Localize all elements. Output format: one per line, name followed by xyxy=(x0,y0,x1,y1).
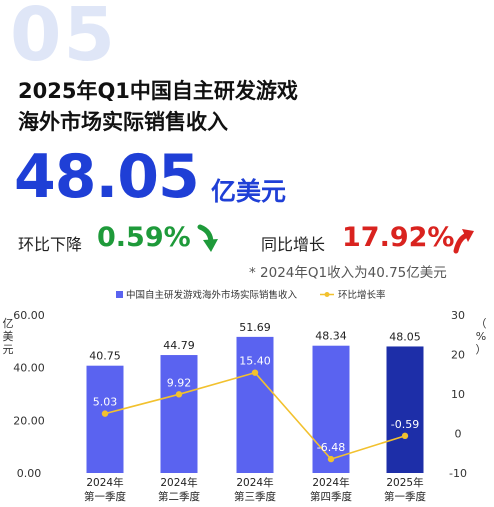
growth-point xyxy=(101,410,109,417)
bar-value-label: 44.79 xyxy=(163,339,195,352)
qoq-label: 环比下降 xyxy=(18,235,83,254)
x-tick-label-year: 2024年 xyxy=(312,476,349,489)
hero-unit: 亿美元 xyxy=(211,177,287,206)
left-axis-title-char: 美 xyxy=(3,330,14,343)
bar xyxy=(386,346,424,473)
x-tick-label-year: 2025年 xyxy=(386,476,423,489)
right-tick-label: 10 xyxy=(451,388,465,401)
growth-point xyxy=(401,432,409,440)
qoq-value: 0.59% xyxy=(97,222,191,253)
bar-value-label: 40.75 xyxy=(89,350,121,363)
bar xyxy=(160,355,198,473)
right-axis-title: （%） xyxy=(476,317,487,356)
x-tick-label-year: 2024年 xyxy=(160,476,197,489)
left-axis-ticks: 0.00 20.00 40.00 60.00 xyxy=(13,309,45,480)
x-tick-label-quarter: 第二季度 xyxy=(158,490,200,503)
right-axis-title-char: % xyxy=(476,330,486,343)
x-tick-label-quarter: 第一季度 xyxy=(84,490,126,503)
arrow-up-right-icon xyxy=(453,229,474,254)
x-tick-label-quarter: 第三季度 xyxy=(234,490,276,503)
right-tick-label: 20 xyxy=(451,349,465,362)
legend-line-marker xyxy=(324,292,330,297)
bar-value-label: 48.05 xyxy=(389,330,421,343)
yoy-label: 同比增长 xyxy=(261,235,326,254)
right-axis-title-char: （ xyxy=(476,317,487,330)
chart-legend: 中国自主研发游戏海外市场实际销售收入 环比增长率 xyxy=(116,289,386,301)
bar xyxy=(86,365,124,473)
bar-value-label: 48.34 xyxy=(315,330,347,343)
left-tick-label: 40.00 xyxy=(13,362,45,375)
footnote: * 2024年Q1收入为40.75亿美元 xyxy=(249,265,447,281)
bar xyxy=(236,336,274,473)
right-tick-label: 30 xyxy=(451,309,465,322)
growth-value-label: 15.40 xyxy=(239,355,271,368)
bar-value-label: 51.69 xyxy=(239,321,271,334)
growth-point xyxy=(175,391,183,398)
growth-point xyxy=(251,369,259,376)
x-tick-label-quarter: 第一季度 xyxy=(384,490,426,503)
left-axis-title: 亿美元 xyxy=(3,317,14,356)
page-title-line2: 海外市场实际销售收入 xyxy=(18,110,228,134)
bar xyxy=(312,345,350,473)
x-axis-labels: 2024年第一季度2024年第二季度2024年第三季度2024年第四季度2025… xyxy=(84,476,426,503)
x-tick-label-year: 2024年 xyxy=(236,476,273,489)
right-tick-label: -10 xyxy=(449,467,467,480)
right-axis-ticks: -10 0 10 20 30 xyxy=(449,309,467,480)
yoy-value: 17.92% xyxy=(342,222,455,253)
growth-value-label: -0.59 xyxy=(391,418,419,431)
hero-value: 48.05 xyxy=(14,142,200,212)
line-series: 5.03 9.92 15.40 -6.48 -0.59 xyxy=(93,355,419,463)
x-tick-label-quarter: 第四季度 xyxy=(310,490,352,503)
legend-line-label: 环比增长率 xyxy=(338,289,386,301)
legend-bar-swatch xyxy=(116,291,123,298)
x-tick-label-year: 2024年 xyxy=(86,476,123,489)
section-number: 05 xyxy=(10,0,117,78)
left-axis-title-char: 元 xyxy=(3,343,14,356)
right-axis-title-char: ） xyxy=(476,343,487,356)
right-tick-label: 0 xyxy=(455,428,462,441)
left-tick-label: 20.00 xyxy=(13,414,45,427)
revenue-chart: 中国自主研发游戏海外市场实际销售收入 环比增长率 亿美元 （%） 0.00 20.… xyxy=(3,289,487,503)
left-tick-label: 60.00 xyxy=(13,309,45,322)
growth-value-label: 9.92 xyxy=(167,376,192,389)
legend-bar-label: 中国自主研发游戏海外市场实际销售收入 xyxy=(126,289,298,301)
bar-series: 40.75 44.79 51.69 48.34 48.05 xyxy=(86,321,424,473)
left-tick-label: 0.00 xyxy=(17,467,42,480)
page-title-line1: 2025年Q1中国自主研发游戏 xyxy=(18,79,298,103)
growth-point xyxy=(327,455,335,463)
arrow-down-right-icon xyxy=(197,224,218,252)
growth-value-label: 5.03 xyxy=(93,396,118,409)
growth-value-label: -6.48 xyxy=(317,441,345,454)
left-axis-title-char: 亿 xyxy=(3,317,14,330)
